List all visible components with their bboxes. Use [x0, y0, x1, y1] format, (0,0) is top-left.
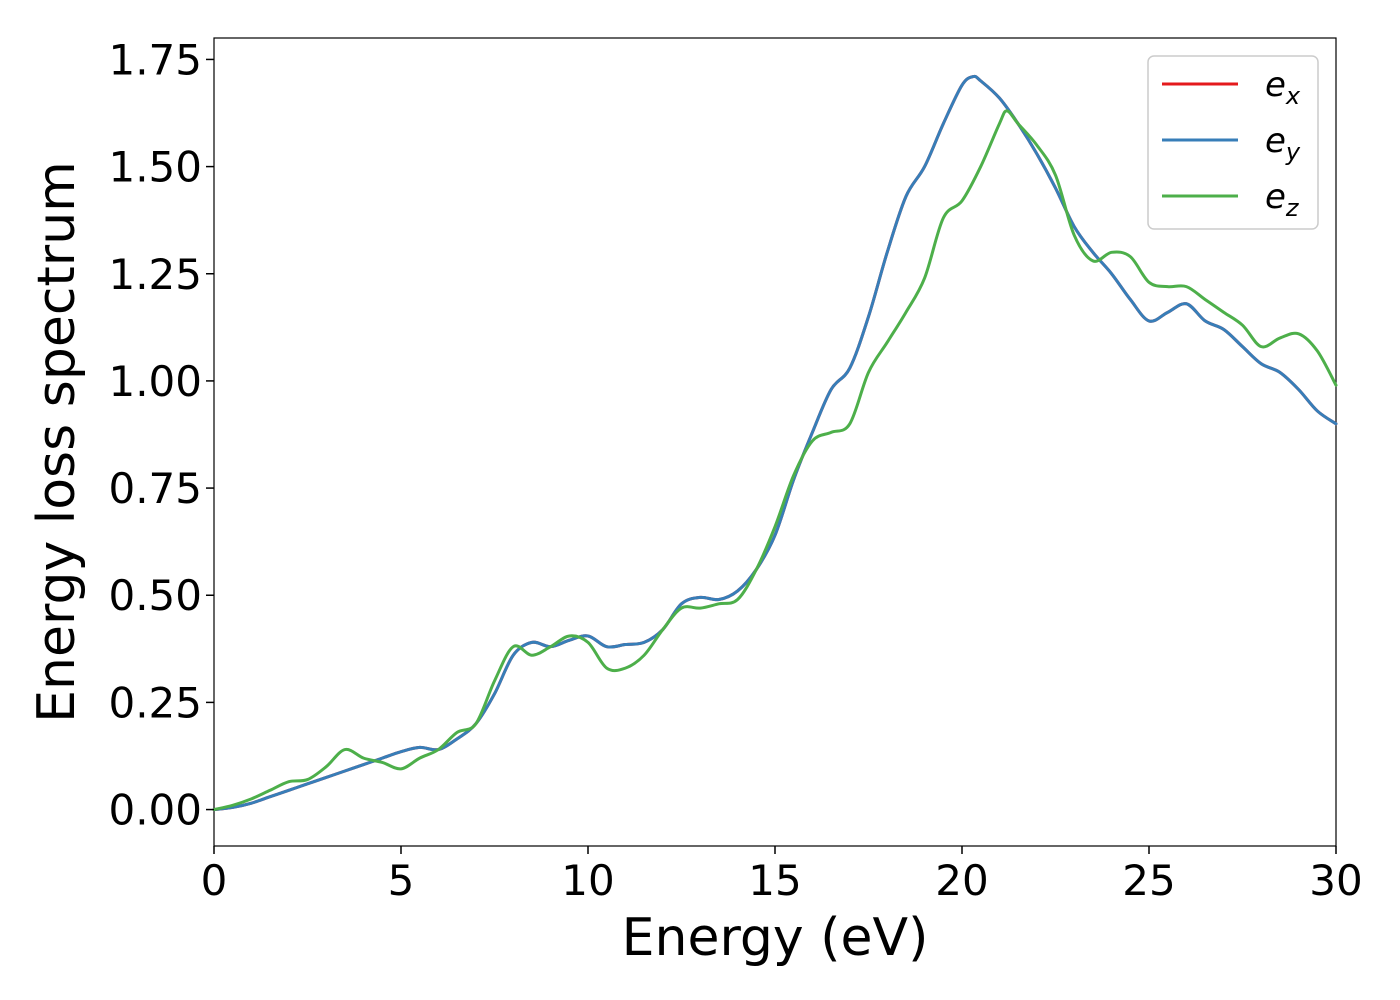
series-layer — [212, 74, 1338, 812]
x-tick-label: 25 — [1122, 856, 1175, 905]
y-axis-label: Energy loss spectrum — [27, 161, 87, 723]
y-tick-label: 1.25 — [108, 250, 202, 299]
legend-label-ey: ey — [1265, 121, 1301, 166]
x-tick-label: 30 — [1309, 856, 1362, 905]
legend-label-ex: ex — [1265, 65, 1301, 110]
legend-box — [1147, 55, 1319, 230]
legend: ex ey ez — [1147, 55, 1319, 230]
y-tick-label: 0.50 — [108, 571, 202, 620]
y-tick-label: 0.75 — [108, 464, 202, 513]
y-tick-label: 1.00 — [108, 357, 202, 406]
y-tick-label: 0.00 — [108, 786, 202, 835]
x-tick-label: 10 — [561, 856, 614, 905]
series-line-ey — [212, 74, 1338, 812]
y-tick-label: 1.75 — [108, 35, 202, 84]
legend-items: ex ey ez — [1162, 65, 1301, 222]
y-axis-ticks: 0.00 0.25 0.50 0.75 1.00 1.25 1.50 1.75 — [108, 35, 214, 835]
y-tick-label: 0.25 — [108, 678, 202, 727]
x-tick-label: 5 — [388, 856, 415, 905]
x-tick-label: 0 — [201, 856, 228, 905]
y-tick-label: 1.50 — [108, 143, 202, 192]
series-line-ez — [212, 109, 1338, 812]
x-axis-label: Energy (eV) — [622, 908, 929, 968]
legend-label-ez: ez — [1265, 177, 1300, 222]
x-axis-ticks: 0 5 10 15 20 25 30 — [201, 846, 1363, 905]
x-tick-label: 15 — [748, 856, 801, 905]
x-tick-label: 20 — [935, 856, 988, 905]
